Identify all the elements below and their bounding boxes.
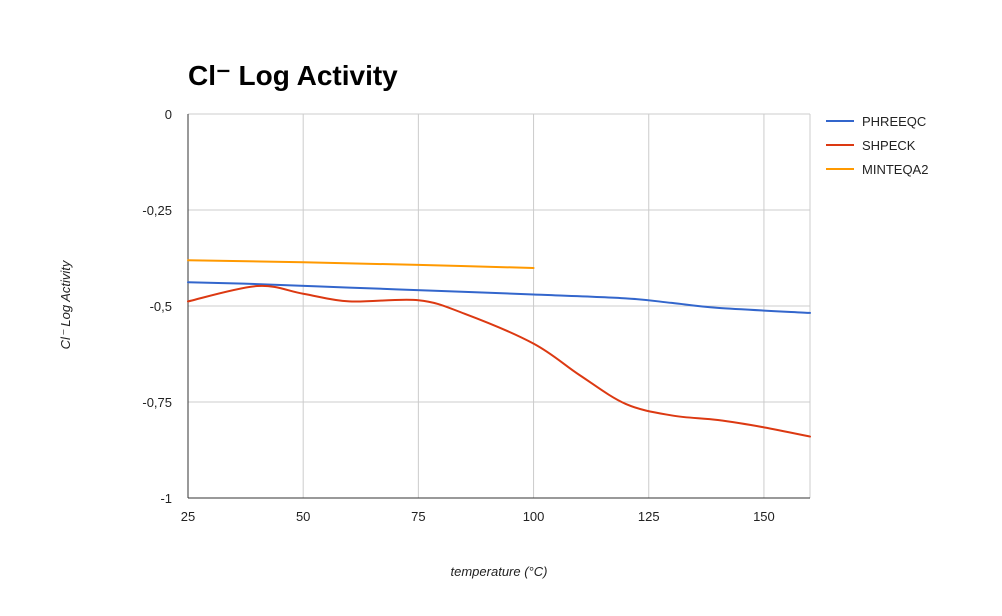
y-tick-label: -0,25 [142,203,172,218]
series-line-phreeqc [187,281,811,314]
series-line-minteqa2 [187,259,535,269]
legend: PHREEQC SHPECK MINTEQA2 [826,114,928,177]
x-tick-label: 50 [296,509,310,524]
x-tick-label: 75 [411,509,425,524]
series-lines [187,259,811,438]
x-tick-label: 25 [181,509,195,524]
y-tick-label: -0,75 [142,395,172,410]
tick-labels: 25 50 75 100 125 150 0 -0,25 -0,5 -0,75 -1 [142,107,774,524]
x-axis-label: temperature (°C) [451,564,548,579]
legend-label: PHREEQC [862,114,926,129]
y-tick-label: -1 [160,491,172,506]
axes [187,114,810,499]
series-line-shpeck [187,284,811,438]
legend-label: SHPECK [862,138,916,153]
grid-lines [188,113,811,498]
y-tick-label: -0,5 [150,299,172,314]
chart-title: Cl⁻ Log Activity [188,60,398,91]
legend-label: MINTEQA2 [862,162,928,177]
x-tick-label: 125 [638,509,660,524]
y-axis-label: Cl⁻ Log Activity [58,259,73,349]
y-tick-label: 0 [165,107,172,122]
x-tick-label: 150 [753,509,775,524]
x-tick-label: 100 [523,509,545,524]
